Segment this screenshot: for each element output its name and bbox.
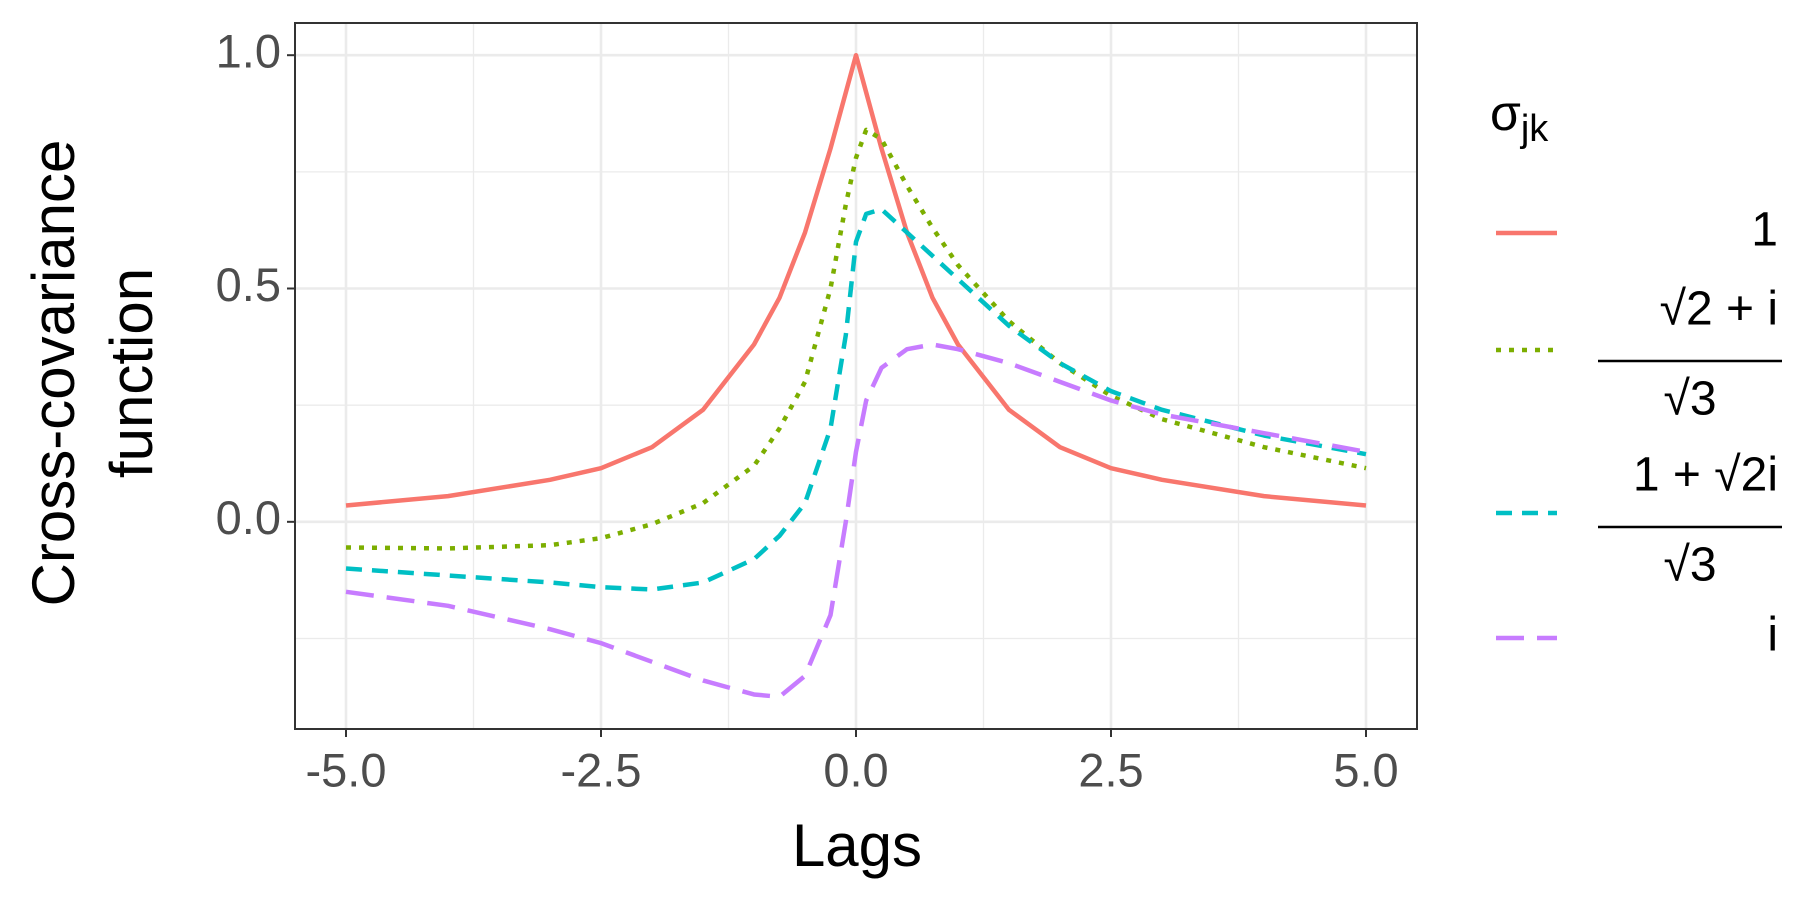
x-tick-label: 5.0 xyxy=(1333,743,1398,796)
x-tick-label: -5.0 xyxy=(306,743,387,796)
series-line xyxy=(345,127,1367,551)
y-tick-label: 0.5 xyxy=(216,258,281,311)
x-tick-label: 0.0 xyxy=(823,743,888,796)
legend-label-denominator: √3 xyxy=(1663,539,1716,592)
series-line xyxy=(345,52,1367,508)
legend-label-denominator: √3 xyxy=(1663,373,1716,426)
legend-label: 1 xyxy=(1751,204,1778,257)
legend-label-numerator: 1 + √2i xyxy=(1633,449,1778,502)
legend-label: i xyxy=(1767,609,1778,662)
legend-title-symbol: σ xyxy=(1490,85,1521,141)
legend-title-subscript: jk xyxy=(1520,108,1549,150)
plot-border xyxy=(294,22,1418,730)
x-tick-label: -2.5 xyxy=(561,743,642,796)
y-axis-title: Cross-covariance xyxy=(20,140,87,607)
legend-title: σjk xyxy=(1490,85,1549,150)
series-line xyxy=(345,342,1367,700)
x-axis-title: Lags xyxy=(792,812,922,879)
x-tick-label: 2.5 xyxy=(1078,743,1143,796)
y-tick-label: 0.0 xyxy=(216,491,281,544)
series-line xyxy=(345,206,1367,592)
y-tick-label: 1.0 xyxy=(216,25,281,78)
y-axis-title: function xyxy=(98,268,165,478)
legend-label-numerator: √2 + i xyxy=(1660,283,1778,336)
